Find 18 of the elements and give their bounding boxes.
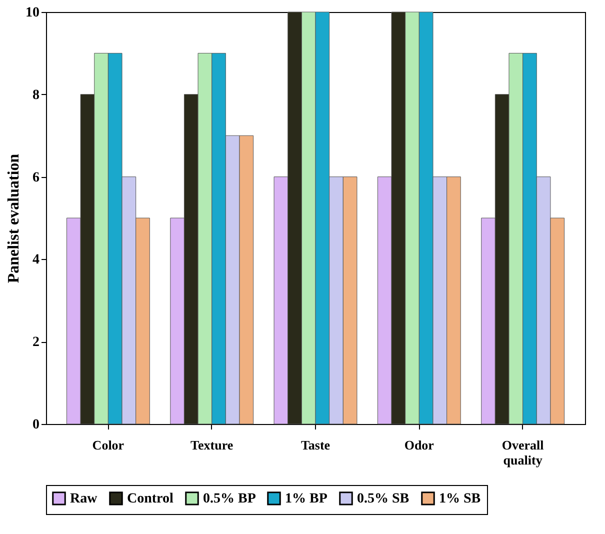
legend-label: 1% SB bbox=[439, 491, 481, 506]
legend-label: 0.5% BP bbox=[203, 491, 256, 506]
x-tick-label: Overall quality bbox=[502, 438, 544, 468]
x-tick-label: Texture bbox=[190, 438, 234, 452]
y-tick-label: 0 bbox=[32, 418, 40, 432]
x-tick-label: Taste bbox=[300, 438, 330, 452]
legend-label: Control bbox=[127, 491, 174, 506]
y-tick-label: 8 bbox=[32, 88, 40, 103]
y-axis-title: Panelist evaluation bbox=[6, 154, 22, 284]
x-tick-label: Color bbox=[92, 438, 124, 452]
y-tick-label: 6 bbox=[32, 170, 40, 186]
legend-label: 1% BP bbox=[285, 491, 328, 506]
y-tick-label: 10 bbox=[26, 6, 40, 20]
y-tick-label: 2 bbox=[32, 335, 40, 350]
x-tick-label: Odor bbox=[404, 438, 434, 452]
legend-label: 0.5% SB bbox=[357, 491, 410, 506]
legend-label: Raw bbox=[70, 491, 98, 506]
y-tick-label: 4 bbox=[32, 252, 40, 268]
